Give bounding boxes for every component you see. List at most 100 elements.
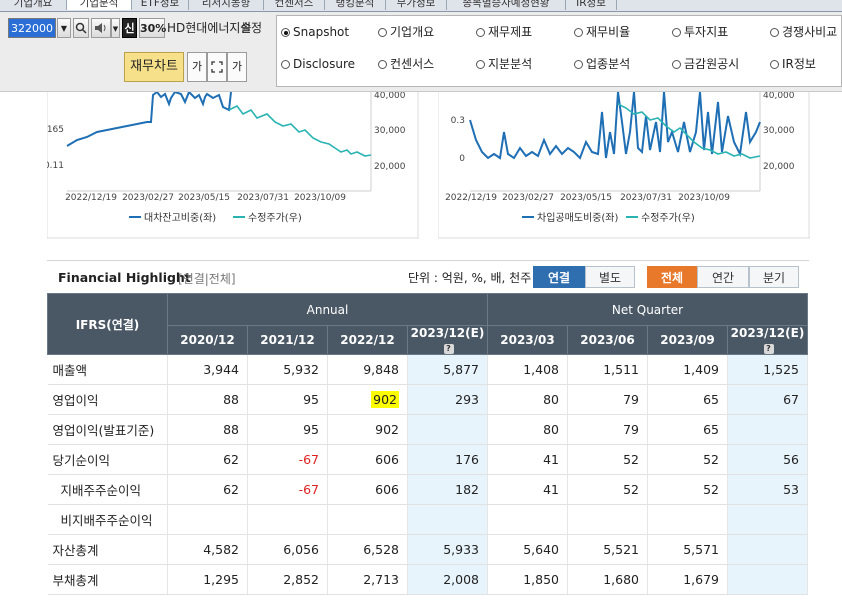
- table-cell: 62: [167, 474, 248, 505]
- short-balance-chart: 0.165 0.11 40,000 30,000 20,000 2022/12/…: [47, 92, 419, 239]
- table-cell: 52: [567, 444, 648, 475]
- table-cell: 88: [167, 384, 248, 415]
- table-row: 자산총계 4,582 6,056 6,528 5,933 5,640 5,521 5,571: [47, 534, 808, 565]
- x-axis-tick: 2023/10/09: [294, 193, 346, 203]
- speaker-dropdown-button[interactable]: ▼: [111, 18, 120, 38]
- legend-label-short-balance: 대차잔고비중(좌): [144, 212, 216, 224]
- radio-fss-disclosure[interactable]: 금감원공시: [672, 55, 739, 73]
- company-name: HD현대에너지솔: [167, 21, 252, 35]
- table-cell: 5,571: [647, 534, 728, 565]
- radio-icon: [574, 28, 583, 37]
- x-axis-tick: 2022/12/19: [445, 193, 497, 203]
- table-cell: 1,511: [567, 354, 648, 385]
- column-header: 2022/12: [327, 325, 408, 355]
- period-quarter-toggle[interactable]: 분기: [749, 266, 799, 288]
- table-cell: 5,521: [567, 534, 648, 565]
- tab-ranking[interactable]: 랭킹분석: [325, 0, 386, 10]
- table-cell: 1,679: [647, 564, 728, 595]
- x-axis-tick: 2023/05/15: [178, 193, 230, 203]
- radio-consensus[interactable]: 컨센서스: [378, 55, 434, 73]
- table-cell: -67: [247, 474, 328, 505]
- tab-etf-info[interactable]: ETF정보: [132, 0, 189, 10]
- column-header-label: 2023/03: [500, 333, 555, 347]
- tab-extra-info[interactable]: 부가정보: [386, 0, 447, 10]
- tab-company-analysis[interactable]: 기업분석: [67, 0, 132, 10]
- radio-icon: [770, 60, 779, 69]
- font-size-up-button[interactable]: 가: [187, 52, 207, 82]
- radio-financial-ratios[interactable]: 재무비율: [574, 23, 630, 41]
- radio-ownership-analysis[interactable]: 지분분석: [476, 55, 532, 73]
- right-axis-tick: 30,000: [763, 126, 795, 136]
- radio-label: 재무제표: [488, 25, 533, 39]
- column-header: 2021/12: [247, 325, 328, 355]
- speaker-icon[interactable]: [91, 18, 111, 38]
- table-cell: [727, 564, 808, 595]
- radio-financial-statements[interactable]: 재무제표: [476, 23, 532, 41]
- percent-button[interactable]: 30%: [139, 18, 166, 38]
- radio-competitor-comparison[interactable]: 경쟁사비교: [770, 23, 837, 41]
- separate-toggle[interactable]: 별도: [585, 266, 635, 288]
- left-axis-tick: 0.11: [47, 161, 64, 171]
- adjusted-price-series-line: [228, 104, 372, 157]
- financial-chart-button[interactable]: 재무차트: [124, 52, 184, 82]
- tab-ir-info[interactable]: IR정보: [566, 0, 617, 10]
- table-cell: 79: [567, 384, 648, 415]
- font-size-down-button[interactable]: 가: [227, 52, 247, 82]
- code-dropdown-button[interactable]: ▼: [57, 18, 71, 38]
- table-cell: [487, 504, 568, 535]
- table-cell: 4,582: [167, 534, 248, 565]
- table-cell: 67: [727, 384, 808, 415]
- radio-disclosure[interactable]: Disclosure: [281, 55, 355, 73]
- settings-button[interactable]: 설정: [240, 21, 263, 35]
- radio-investment-indicators[interactable]: 투자지표: [672, 23, 728, 41]
- table-cell: -67: [247, 444, 328, 475]
- row-label: 매출액: [47, 354, 168, 385]
- content-area: 0.165 0.11 40,000 30,000 20,000 2022/12/…: [0, 92, 842, 605]
- search-icon[interactable]: [73, 18, 89, 38]
- table-cell: 182: [407, 474, 488, 505]
- table-cell: 80: [487, 384, 568, 415]
- table-cell: 65: [647, 414, 728, 445]
- radio-icon: [476, 28, 485, 37]
- tab-consensus[interactable]: 컨센서스: [264, 0, 325, 10]
- column-header-label: 2020/12: [180, 333, 235, 347]
- right-axis-tick: 40,000: [374, 92, 406, 101]
- table-cell: 52: [647, 444, 728, 475]
- tab-company-overview[interactable]: 기업개요: [0, 0, 67, 10]
- financial-highlight-scope: [연결|전체]: [178, 272, 236, 286]
- column-header: 2023/12(E)?: [407, 325, 488, 355]
- help-icon[interactable]: ?: [443, 344, 454, 354]
- table-cell: [727, 414, 808, 445]
- table-cell: 95: [247, 384, 328, 415]
- column-header-label: 2023/09: [660, 333, 715, 347]
- help-icon[interactable]: ?: [763, 344, 774, 354]
- period-annual-toggle[interactable]: 연간: [697, 266, 749, 288]
- table-cell: 9,848: [327, 354, 408, 385]
- period-all-toggle[interactable]: 전체: [647, 266, 697, 288]
- radio-ir-info[interactable]: IR정보: [770, 55, 816, 73]
- fit-screen-icon[interactable]: [207, 52, 227, 82]
- table-cell: 176: [407, 444, 488, 475]
- left-axis-tick: 0: [459, 154, 465, 164]
- row-label: 부채총계: [47, 564, 168, 595]
- radio-icon: [672, 28, 681, 37]
- stock-code-input[interactable]: 322000: [8, 18, 56, 38]
- column-header-label: 2023/12(E): [730, 326, 805, 340]
- radio-company-overview[interactable]: 기업개요: [378, 23, 434, 41]
- consolidated-toggle[interactable]: 연결: [533, 266, 585, 288]
- row-label: 비지배주주순이익: [47, 504, 168, 535]
- left-axis-tick: 0.3: [451, 116, 465, 126]
- table-cell: 88: [167, 414, 248, 445]
- new-button[interactable]: 신: [122, 18, 137, 38]
- top-tab-strip: 기업개요 기업분석 ETF정보 리서치동향 컨센서스 랭킹분석 부가정보 종목별…: [0, 0, 842, 12]
- radio-industry-analysis[interactable]: 업종분석: [574, 55, 630, 73]
- x-axis-tick: 2023/10/09: [678, 193, 730, 203]
- tab-research[interactable]: 리서치동향: [189, 0, 264, 10]
- financial-highlight-table: IFRS(연결) Annual Net Quarter 2020/12 2021/…: [47, 293, 808, 595]
- radio-icon: [476, 60, 485, 69]
- radio-snapshot[interactable]: Snapshot: [281, 23, 349, 41]
- table-cell: 5,640: [487, 534, 568, 565]
- table-cell: 41: [487, 444, 568, 475]
- tab-capital-increase[interactable]: 종목별증자예정현황: [447, 0, 566, 10]
- x-axis-tick: 2023/02/27: [502, 193, 554, 203]
